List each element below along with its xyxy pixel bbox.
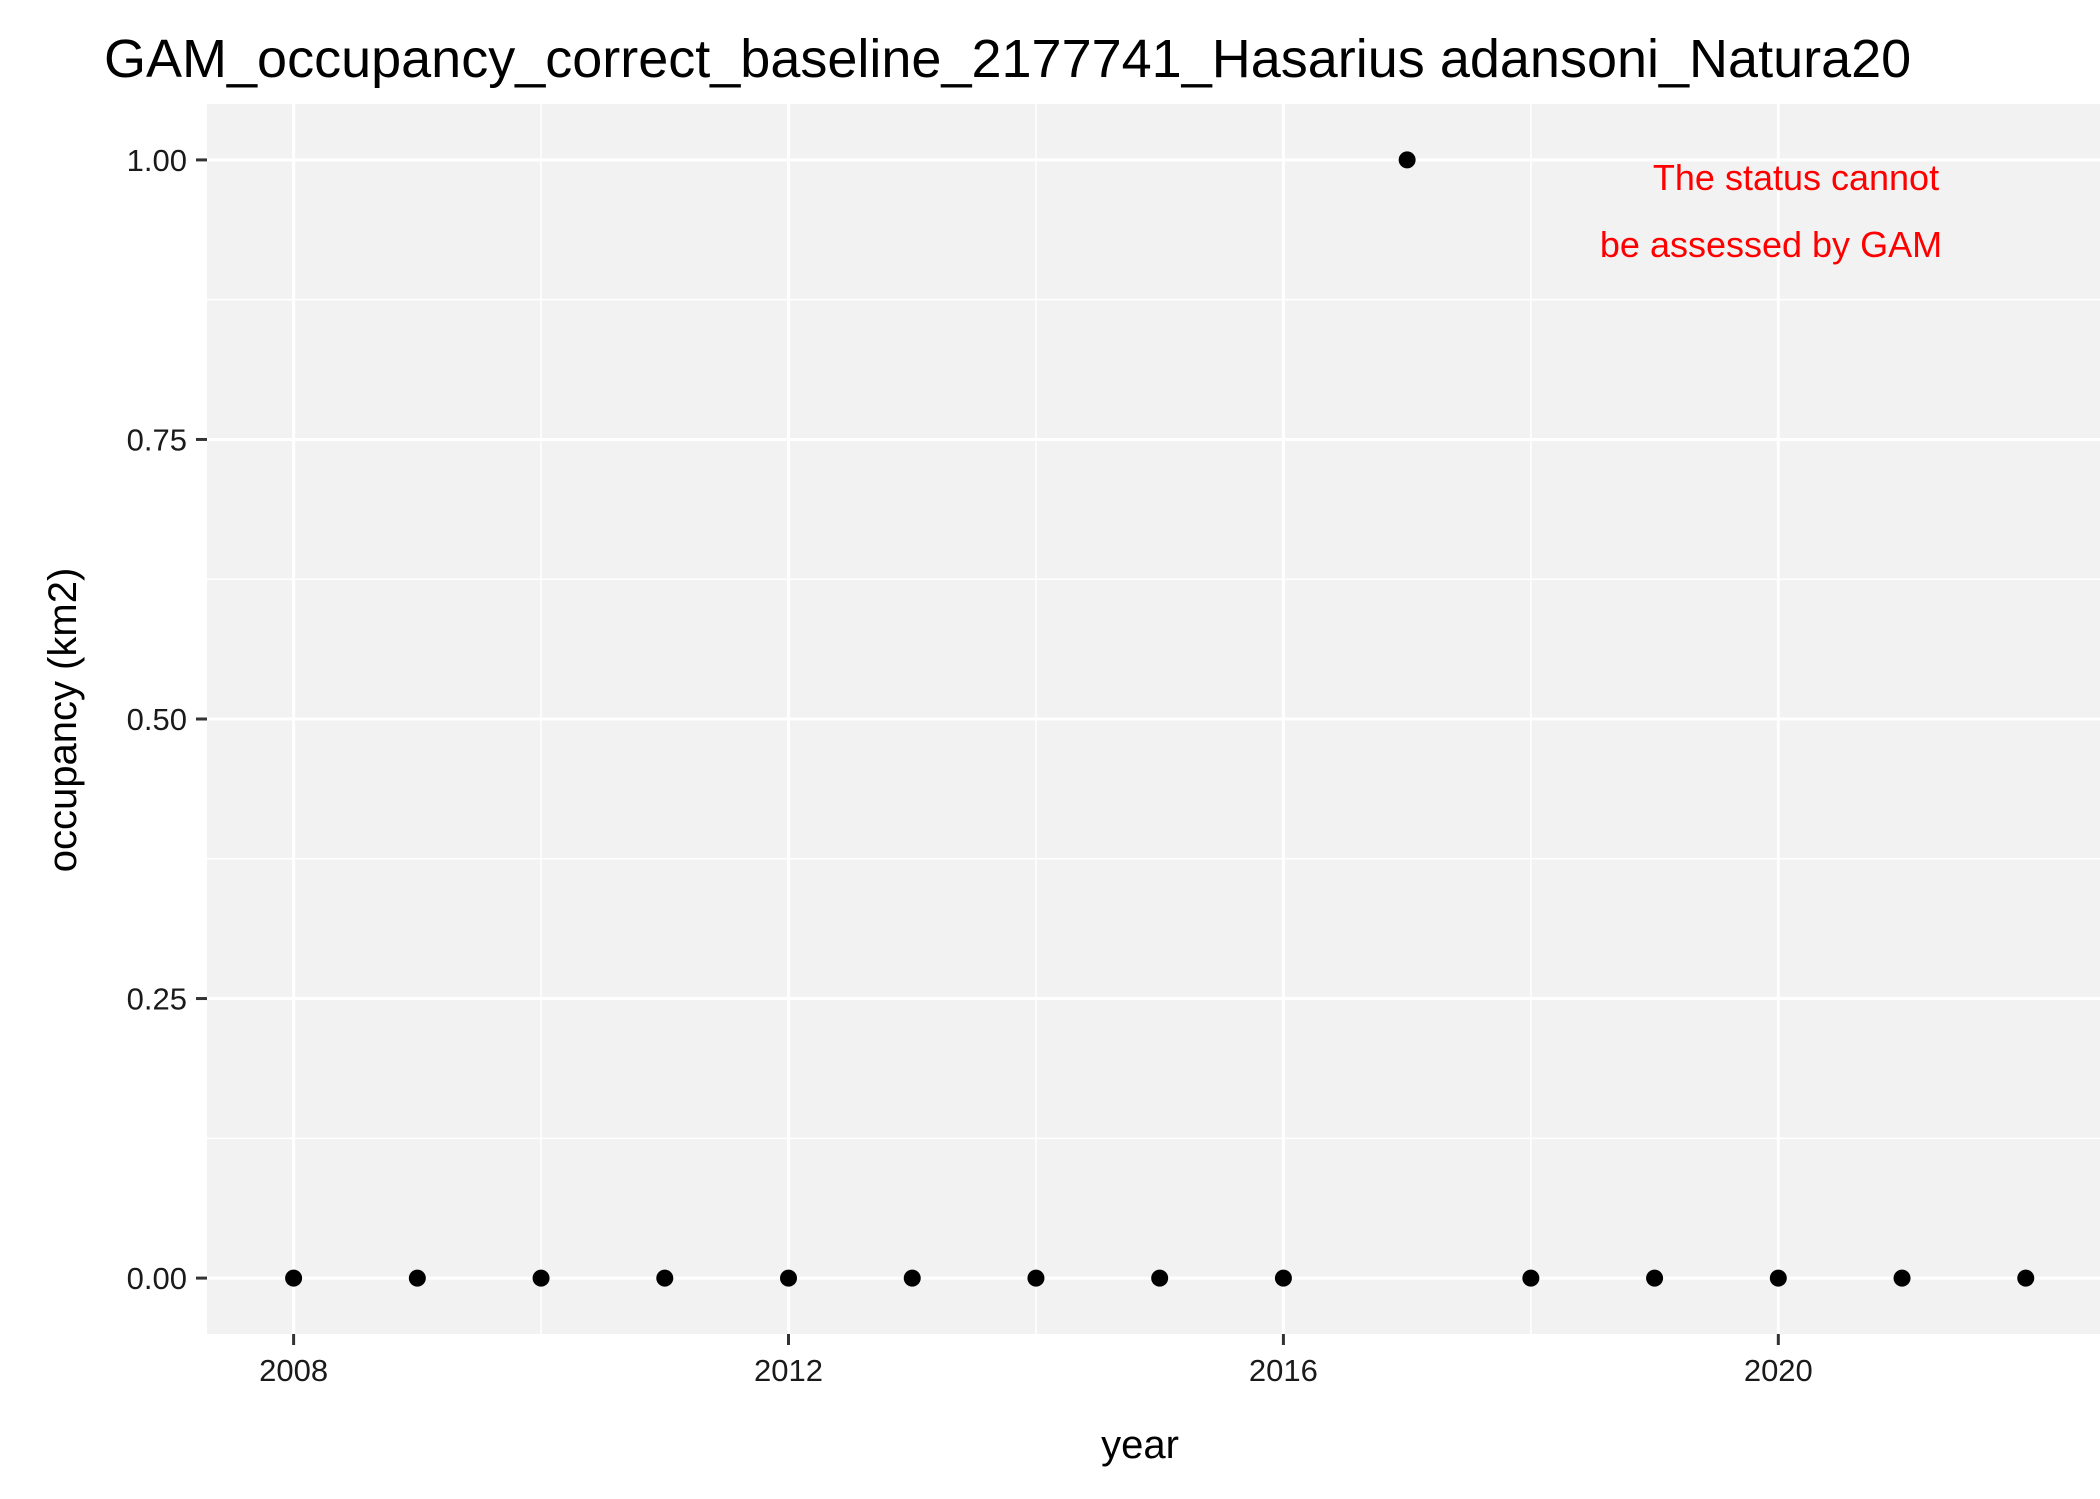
data-point [408, 1269, 426, 1287]
y-tick-label: 0.75 [127, 422, 187, 457]
data-point [285, 1269, 303, 1287]
data-point [1522, 1269, 1540, 1287]
annotation-line-1: The status cannot [1653, 157, 1939, 198]
data-point [1893, 1269, 1911, 1287]
chart-title: GAM_occupancy_correct_baseline_2177741_H… [104, 29, 1911, 89]
x-axis-title: year [1101, 1423, 1179, 1467]
x-axis: 2008 2012 2016 2020 [259, 1334, 1813, 1388]
x-tick-label: 2020 [1744, 1353, 1813, 1388]
y-axis: 0.00 0.25 0.50 0.75 1.00 [127, 143, 207, 1296]
annotation-line-2: be assessed by GAM [1600, 224, 1942, 265]
y-tick-label: 0.50 [127, 702, 187, 737]
x-tick-label: 2016 [1249, 1353, 1318, 1388]
data-point [780, 1269, 798, 1287]
y-axis-title: occupancy (km2) [41, 568, 85, 873]
data-point [1398, 151, 1416, 169]
data-points [285, 151, 2035, 1287]
y-tick-label: 0.00 [127, 1261, 187, 1296]
status-annotation: The status cannot be assessed by GAM [1600, 157, 1942, 265]
y-tick-label: 0.25 [127, 982, 187, 1017]
data-point [1646, 1269, 1664, 1287]
y-tick-label: 1.00 [127, 143, 187, 178]
x-tick-label: 2008 [259, 1353, 328, 1388]
data-point [532, 1269, 550, 1287]
major-gridlines [207, 104, 2100, 1334]
data-point [1027, 1269, 1045, 1287]
x-tick-label: 2012 [754, 1353, 823, 1388]
data-point [1274, 1269, 1292, 1287]
data-point [2017, 1269, 2035, 1287]
data-point [656, 1269, 674, 1287]
data-point [1769, 1269, 1787, 1287]
data-point [1151, 1269, 1169, 1287]
data-point [903, 1269, 921, 1287]
